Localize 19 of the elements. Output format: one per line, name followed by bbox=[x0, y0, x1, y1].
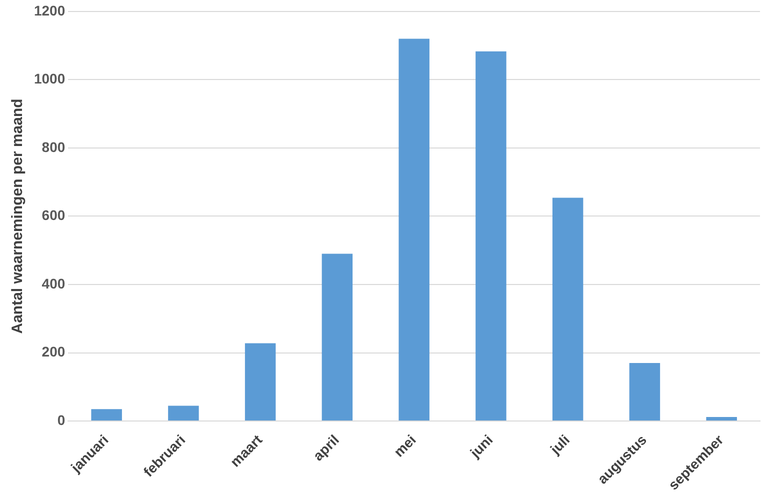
bar bbox=[322, 254, 353, 421]
x-tick-label: mei bbox=[390, 432, 419, 460]
bar bbox=[91, 409, 122, 421]
bar bbox=[168, 406, 199, 421]
y-tick-label: 200 bbox=[42, 344, 66, 360]
bar bbox=[706, 416, 737, 421]
y-tick-label: 1000 bbox=[34, 70, 66, 87]
y-axis-title: Aantal waarnemingen per maand bbox=[9, 98, 26, 334]
bar bbox=[476, 51, 506, 421]
x-tick-label: juli bbox=[546, 432, 573, 458]
y-tick-label: 800 bbox=[42, 138, 66, 155]
bar bbox=[552, 198, 584, 421]
y-tick-label: 1200 bbox=[34, 2, 66, 18]
y-tick-label: 600 bbox=[42, 207, 66, 224]
y-tick-label: 400 bbox=[42, 275, 66, 292]
bar bbox=[398, 38, 430, 421]
bar bbox=[244, 343, 276, 421]
bar bbox=[629, 363, 660, 421]
y-tick-label: 0 bbox=[57, 412, 66, 428]
